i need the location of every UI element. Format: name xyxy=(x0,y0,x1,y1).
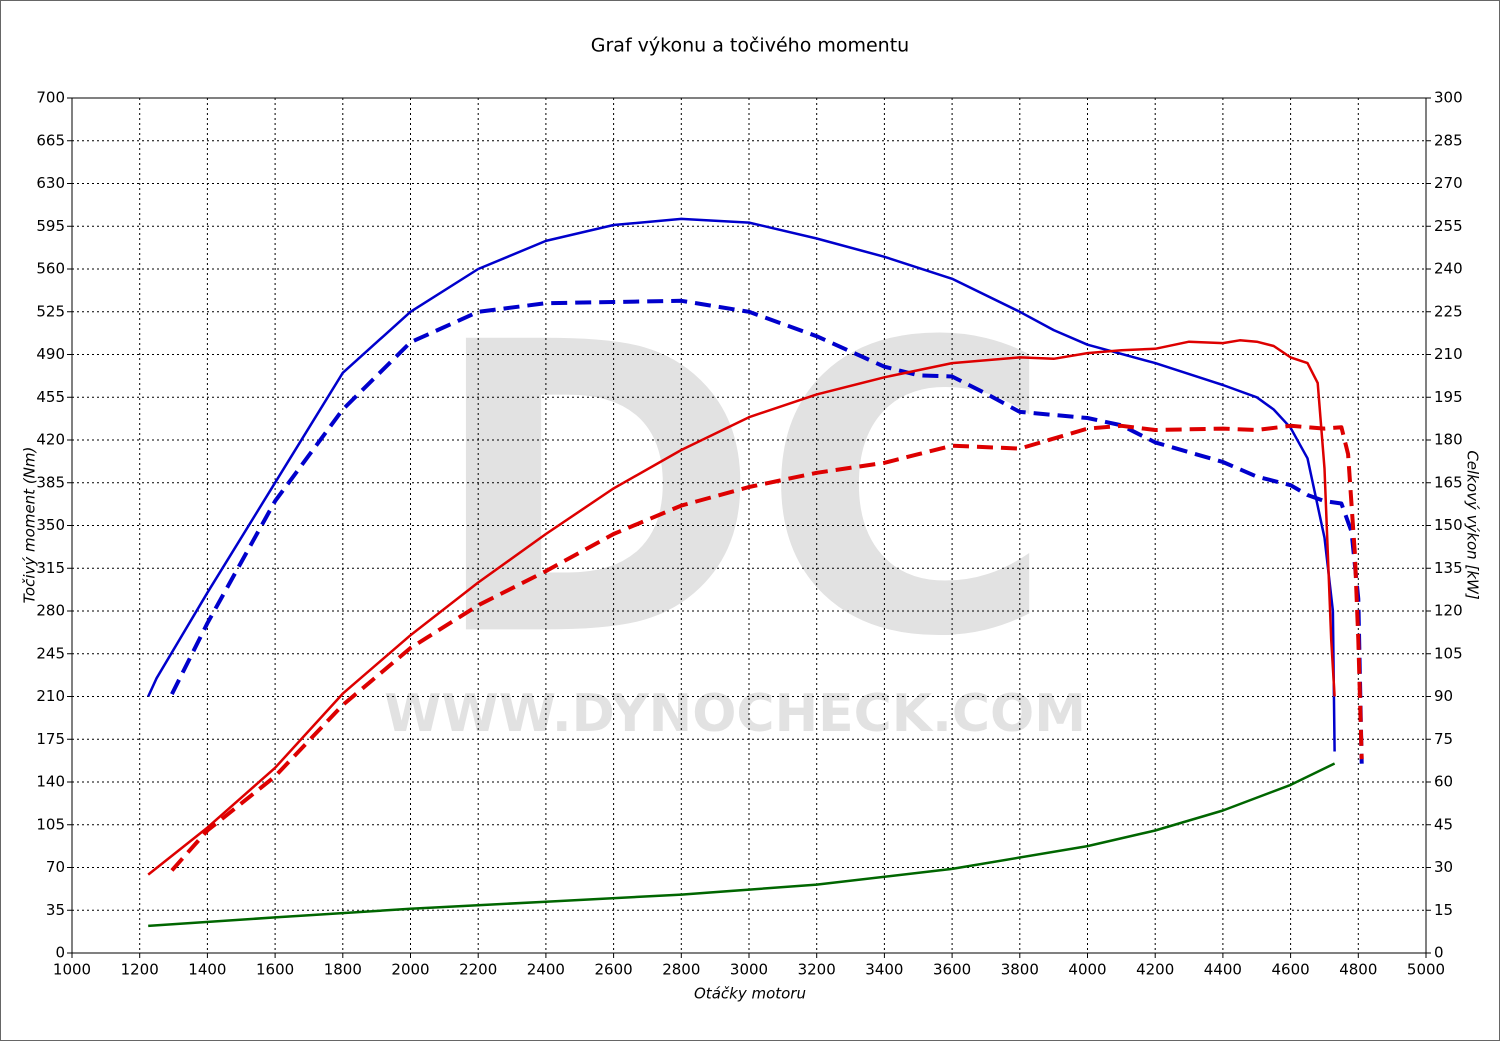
x-tick-label: 1800 xyxy=(324,961,362,979)
x-tick-label: 1400 xyxy=(188,961,226,979)
y-tick-label: 560 xyxy=(36,260,65,278)
y-tick-label: 315 xyxy=(36,559,65,577)
y2-axis-label: Celkový výkon [kW] xyxy=(1464,450,1482,600)
y-tick-label: 35 xyxy=(46,901,65,919)
y-tick-label: 630 xyxy=(36,174,65,192)
y-tick-label: 175 xyxy=(36,730,65,748)
x-tick-label: 3000 xyxy=(730,961,768,979)
y2-tick-label: 90 xyxy=(1434,687,1453,705)
y-tick-label: 490 xyxy=(36,345,65,363)
y-tick-label: 420 xyxy=(36,431,65,449)
y2-tick-label: 255 xyxy=(1434,217,1463,235)
y-axis-label: Točivý moment (Nm) xyxy=(21,447,39,604)
y2-tick-label: 225 xyxy=(1434,302,1463,320)
y-tick-label: 105 xyxy=(36,815,65,833)
y-tick-label: 665 xyxy=(36,131,65,149)
x-tick-label: 1200 xyxy=(121,961,159,979)
plot-frame xyxy=(71,97,1427,954)
x-tick-label: 2400 xyxy=(527,961,565,979)
y2-tick-label: 180 xyxy=(1434,431,1463,449)
y2-tick-label: 60 xyxy=(1434,773,1453,791)
y-tick-label: 245 xyxy=(36,644,65,662)
y2-tick-label: 210 xyxy=(1434,345,1463,363)
y2-tick-label: 150 xyxy=(1434,516,1463,534)
y2-tick-label: 270 xyxy=(1434,174,1463,192)
y-tick-label: 455 xyxy=(36,388,65,406)
watermark-logo: DC xyxy=(429,259,1055,724)
x-tick-label: 3800 xyxy=(1001,961,1039,979)
data-line xyxy=(170,298,1364,764)
y2-tick-label: 105 xyxy=(1434,644,1463,662)
y-tick-label: 525 xyxy=(36,302,65,320)
y-tick-label: 280 xyxy=(36,602,65,620)
y2-tick-label: 45 xyxy=(1434,815,1453,833)
y2-tick-label: 30 xyxy=(1434,858,1453,876)
x-tick-label: 4400 xyxy=(1204,961,1242,979)
y2-tick-label: 240 xyxy=(1434,260,1463,278)
y2-tick-label: 75 xyxy=(1434,730,1453,748)
y2-tick-label: 300 xyxy=(1434,89,1463,107)
x-tick-label: 3600 xyxy=(933,961,971,979)
data-line xyxy=(170,423,1364,872)
x-tick-label: 5000 xyxy=(1407,961,1445,979)
y-tick-label: 140 xyxy=(36,773,65,791)
x-tick-label: 2000 xyxy=(391,961,429,979)
y-tick-label: 210 xyxy=(36,687,65,705)
x-tick-label: 2600 xyxy=(595,961,633,979)
x-tick-label: 2800 xyxy=(662,961,700,979)
y2-tick-label: 165 xyxy=(1434,473,1463,491)
x-tick-label: 4000 xyxy=(1068,961,1106,979)
data-line xyxy=(147,339,1336,876)
y2-tick-label: 15 xyxy=(1434,901,1453,919)
y2-tick-label: 0 xyxy=(1434,944,1444,962)
x-tick-label: 2200 xyxy=(459,961,497,979)
y2-tick-label: 120 xyxy=(1434,602,1463,620)
data-line xyxy=(148,762,1336,928)
y2-tick-label: 285 xyxy=(1434,131,1463,149)
y2-tick-label: 195 xyxy=(1434,388,1463,406)
x-tick-label: 3200 xyxy=(798,961,836,979)
chart-title: Graf výkonu a točivého momentu xyxy=(591,35,909,57)
y-tick-label: 385 xyxy=(36,473,65,491)
y-tick-label: 70 xyxy=(46,858,65,876)
x-tick-label: 1600 xyxy=(256,961,294,979)
y-tick-label: 700 xyxy=(36,89,65,107)
x-tick-label: 1000 xyxy=(53,961,91,979)
y-tick-label: 350 xyxy=(36,516,65,534)
x-tick-label: 4200 xyxy=(1136,961,1174,979)
x-tick-label: 3400 xyxy=(865,961,903,979)
x-tick-label: 4600 xyxy=(1272,961,1310,979)
x-axis-label: Otáčky motoru xyxy=(694,985,806,1003)
y-tick-label: 595 xyxy=(36,217,65,235)
watermark-text: WWW.DYNOCHECK.COM xyxy=(384,684,1086,744)
x-tick-label: 4800 xyxy=(1339,961,1377,979)
y-tick-label: 0 xyxy=(55,944,65,962)
y2-tick-label: 135 xyxy=(1434,559,1463,577)
